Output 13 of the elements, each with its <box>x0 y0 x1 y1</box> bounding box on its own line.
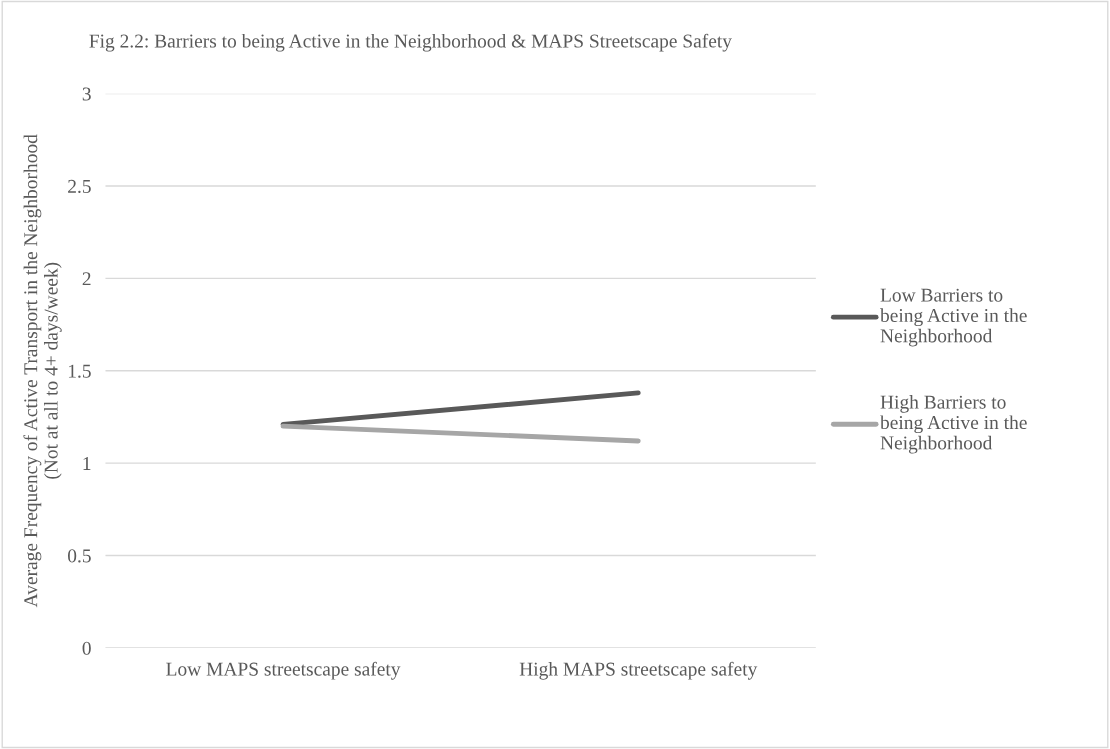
x-tick-label: High MAPS streetscape safety <box>519 661 758 680</box>
y-axis-title: Average Frequency of Active Transport in the Neighborhood (Not at all to 4+ days/week) <box>23 134 62 608</box>
y-tick-label: 0 <box>82 641 91 655</box>
y-tick-label: 2 <box>82 272 91 286</box>
y-tick-label: 0.5 <box>68 549 91 563</box>
chart-title: Fig 2.2: Barriers to being Active in the Neighborhood & MAPS Streetscape Safety <box>89 33 732 52</box>
x-tick-label: Low MAPS streetscape safety <box>166 661 401 680</box>
legend-label: Low Barriers to being Active in the Neighborhood <box>880 288 1027 347</box>
legend-label: High Barriers to being Active in the Neighborhood <box>880 395 1027 454</box>
y-tick-label: 2.5 <box>68 179 91 194</box>
y-tick-label: 3 <box>82 87 91 101</box>
y-tick-label: 1.5 <box>68 364 91 378</box>
y-tick-label: 1 <box>83 457 91 470</box>
